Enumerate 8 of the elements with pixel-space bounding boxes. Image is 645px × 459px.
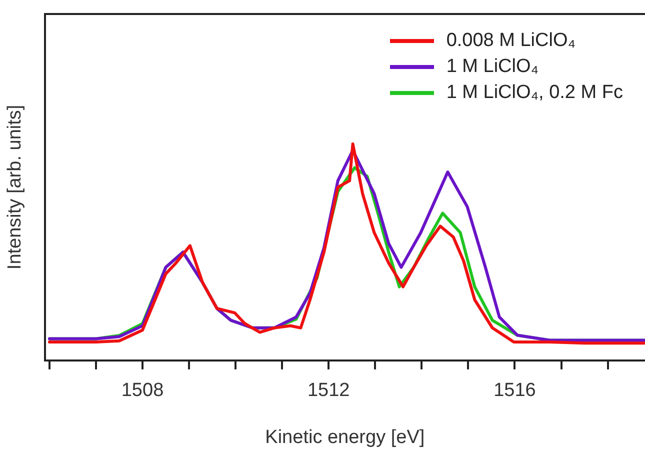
- x-axis-title: Kinetic energy [eV]: [265, 426, 425, 448]
- x-tick-label: 1508: [121, 380, 164, 402]
- x-tick-label: 1516: [494, 380, 536, 402]
- x-tick-label: 1512: [307, 380, 350, 402]
- legend-label: 1 M LiClO₄, 0.2 M Fc: [446, 82, 623, 104]
- legend-label: 1 M LiClO₄: [446, 56, 539, 78]
- y-axis-title: Intensity [arb. units]: [4, 104, 26, 270]
- legend-label: 0.008 M LiClO₄: [446, 30, 576, 52]
